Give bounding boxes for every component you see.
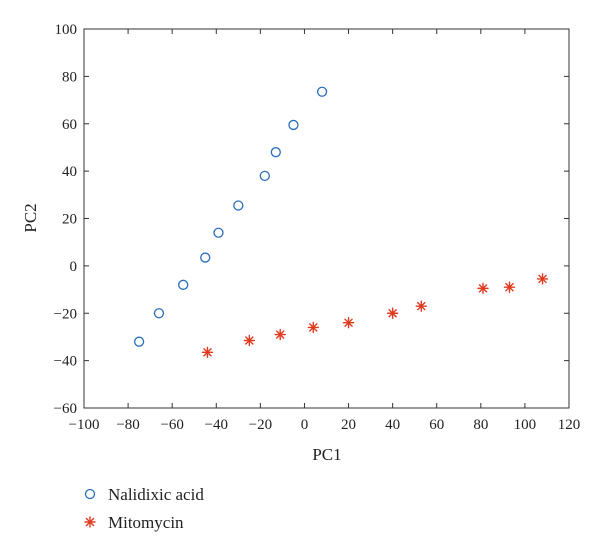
y-tick-label: 100 <box>55 22 78 38</box>
x-tick-label: −80 <box>116 417 139 433</box>
data-point-asterisk <box>274 328 286 341</box>
data-point-asterisk <box>307 321 319 334</box>
x-tick-label: −100 <box>69 417 100 433</box>
x-tick-label: −60 <box>160 417 183 433</box>
legend-marker-asterisk <box>84 516 96 528</box>
data-point-asterisk <box>201 346 214 359</box>
legend-label: Mitomycin <box>108 513 184 532</box>
plot-area <box>83 28 570 409</box>
y-tick-label: 60 <box>62 117 77 133</box>
y-tick-label: 0 <box>70 259 78 275</box>
data-series <box>133 86 549 359</box>
x-tick-label: 120 <box>558 417 581 433</box>
data-point-circle <box>288 119 299 131</box>
x-tick-label: 0 <box>301 417 309 433</box>
data-point-circle <box>270 147 281 158</box>
y-tick-label: −60 <box>54 401 77 417</box>
y-tick-label: 80 <box>62 69 77 85</box>
x-axis-label: PC1 <box>312 445 341 464</box>
data-point-asterisk <box>386 307 399 319</box>
x-tick-label: −40 <box>205 417 228 433</box>
x-tick-label: 60 <box>429 417 444 433</box>
y-axis-label: PC2 <box>21 203 40 232</box>
y-tick-label: 40 <box>62 164 77 180</box>
y-tick-label: −20 <box>54 306 77 322</box>
data-point-asterisk <box>477 282 489 295</box>
data-point-circle <box>316 86 328 97</box>
legend-marker-circle <box>84 488 96 500</box>
data-point-asterisk <box>243 334 256 347</box>
data-point-asterisk <box>536 273 549 285</box>
data-point-circle <box>259 170 270 182</box>
data-point-circle <box>200 252 211 263</box>
x-tick-label: 80 <box>473 417 488 433</box>
y-tick-label: 20 <box>62 212 77 228</box>
data-point-circle <box>213 227 224 238</box>
legend-label: Nalidixic acid <box>108 485 204 504</box>
data-point-circle <box>178 279 189 290</box>
data-point-asterisk <box>503 281 516 293</box>
x-tick-label: 20 <box>341 417 356 433</box>
x-tick-label: −20 <box>249 417 272 433</box>
x-tick-label: 40 <box>385 417 400 433</box>
x-axis: −100 −80 −60 −40 −20 0 20 40 60 80 100 120 <box>69 29 581 433</box>
data-point-asterisk <box>342 317 355 329</box>
series-1 <box>201 273 549 359</box>
data-point-circle <box>133 336 145 347</box>
y-tick-label: −40 <box>54 354 77 370</box>
legend: Nalidixic acid Mitomycin <box>84 485 204 532</box>
data-point-circle <box>233 200 244 211</box>
data-point-circle <box>153 308 165 319</box>
y-axis: −60 −40 −20 0 20 40 60 80 100 <box>54 22 569 417</box>
series-0 <box>133 86 328 347</box>
plot-frame <box>83 28 570 409</box>
data-point-asterisk <box>415 300 427 312</box>
x-tick-label: 100 <box>514 417 537 433</box>
